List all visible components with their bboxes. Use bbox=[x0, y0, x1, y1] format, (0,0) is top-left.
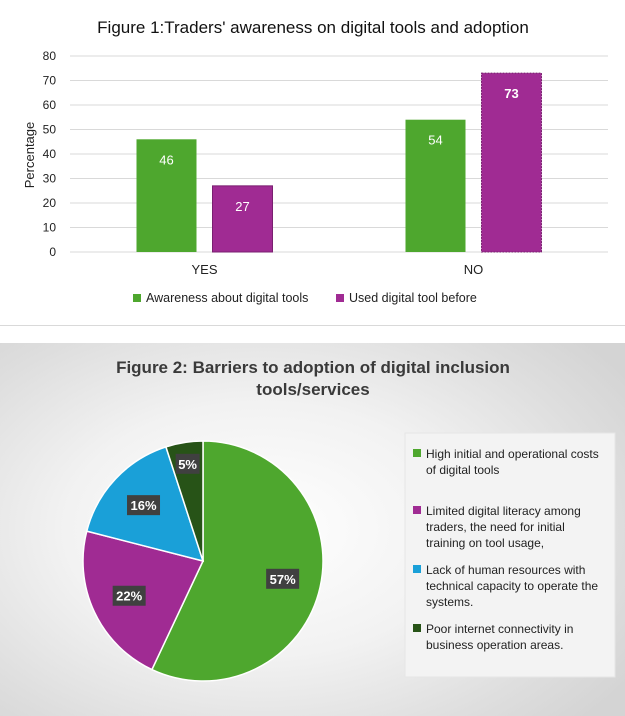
pie-chart-panel: Figure 2: Barriers to adoption of digita… bbox=[0, 343, 625, 716]
pie-legend-label: of digital tools bbox=[426, 463, 499, 477]
y-tick-label: 0 bbox=[49, 245, 56, 259]
pie-legend-label: Limited digital literacy among bbox=[426, 504, 581, 518]
pie-data-label: 16% bbox=[131, 498, 157, 513]
y-tick-label: 10 bbox=[43, 221, 57, 235]
pie-data-label: 5% bbox=[178, 457, 197, 472]
pie-chart-title-line1: Figure 2: Barriers to adoption of digita… bbox=[116, 358, 510, 377]
pie-chart: Figure 2: Barriers to adoption of digita… bbox=[82, 358, 616, 682]
pie-legend-label: training on tool usage, bbox=[426, 536, 544, 550]
x-category-label: NO bbox=[464, 262, 484, 277]
legend-swatch bbox=[336, 294, 344, 302]
y-tick-label: 80 bbox=[43, 49, 57, 63]
bar-chart: Figure 1:Traders' awareness on digital t… bbox=[22, 18, 608, 305]
pie-legend-label: technical capacity to operate the bbox=[426, 579, 598, 593]
pie-legend-swatch bbox=[413, 449, 421, 457]
pie-legend-label: business operation areas. bbox=[426, 638, 563, 652]
pie-legend-label: systems. bbox=[426, 595, 473, 609]
x-category-label: YES bbox=[191, 262, 217, 277]
bar-yes-awareness bbox=[136, 139, 197, 252]
y-tick-label: 20 bbox=[43, 196, 57, 210]
bar-chart-panel: Figure 1:Traders' awareness on digital t… bbox=[0, 0, 625, 326]
y-tick-label: 50 bbox=[43, 123, 57, 137]
pie-legend-label: Lack of human resources with bbox=[426, 563, 585, 577]
pie-slice bbox=[150, 440, 324, 682]
bar-value-label: 46 bbox=[159, 152, 173, 167]
legend-label: Awareness about digital tools bbox=[146, 291, 308, 305]
pie-chart-title-line2: tools/services bbox=[256, 380, 369, 399]
pie-data-label: 57% bbox=[270, 572, 296, 587]
bar-yes-used bbox=[212, 185, 273, 253]
pie-label-box bbox=[112, 585, 146, 606]
bar-no-used bbox=[481, 72, 542, 253]
bar-chart-title: Figure 1:Traders' awareness on digital t… bbox=[97, 18, 529, 37]
y-tick-label: 40 bbox=[43, 147, 57, 161]
pie-label-box bbox=[266, 568, 300, 589]
pie-legend-swatch bbox=[413, 624, 421, 632]
pie-legend-swatch bbox=[413, 565, 421, 573]
y-tick-label: 60 bbox=[43, 98, 57, 112]
bar-value-label: 27 bbox=[235, 199, 249, 214]
pie-legend-swatch bbox=[413, 506, 421, 514]
legend-label: Used digital tool before bbox=[349, 291, 477, 305]
pie-legend-label: High initial and operational costs bbox=[426, 447, 599, 461]
bar-value-label: 73 bbox=[504, 86, 518, 101]
pie-label-box bbox=[127, 495, 161, 516]
bar-value-label: 54 bbox=[428, 133, 442, 148]
legend-swatch bbox=[133, 294, 141, 302]
y-tick-label: 70 bbox=[43, 74, 57, 88]
y-axis-label: Percentage bbox=[22, 122, 37, 189]
pie-label-box bbox=[175, 453, 200, 474]
pie-legend-box bbox=[404, 432, 616, 678]
bar-no-awareness bbox=[405, 119, 466, 252]
pie-legend-label: traders, the need for initial bbox=[426, 520, 565, 534]
y-tick-label: 30 bbox=[43, 172, 57, 186]
pie-legend-label: Poor internet connectivity in bbox=[426, 622, 573, 636]
pie-data-label: 22% bbox=[116, 589, 142, 604]
